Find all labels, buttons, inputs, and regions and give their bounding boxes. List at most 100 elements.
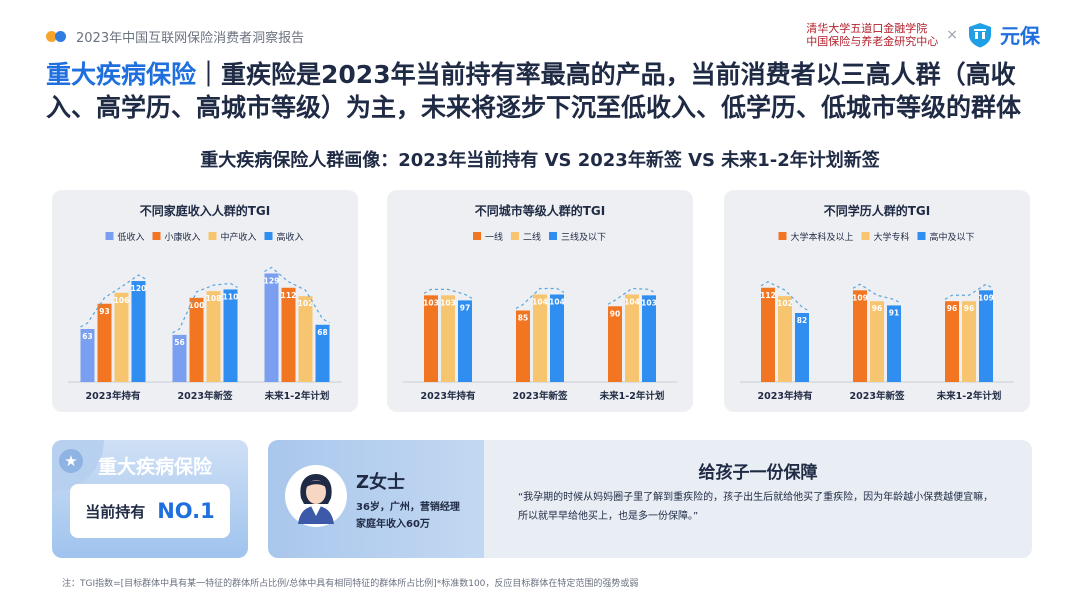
bar-value-label: 104 (532, 297, 548, 306)
bar (608, 306, 622, 382)
bar (315, 324, 330, 382)
persona-card: Z女士 36岁，广州，营销经理 家庭年收入60万 给孩子一份保障 “我孕期的时候… (268, 440, 1032, 558)
chart-panel-city: 不同城市等级人群的TGI 一线 二线 三线及以下 103 103 97 2023年持有 85 10… (387, 190, 693, 412)
trend-dashed-line (423, 288, 473, 299)
trend-dashed-line (852, 283, 902, 304)
bar (516, 310, 530, 382)
category-label: 2023年持有 (421, 390, 476, 402)
legend-label: 二线 (523, 231, 541, 243)
legend-label: 大学专科 (874, 231, 910, 243)
legend-label: 小康收入 (165, 231, 201, 243)
bar (979, 290, 993, 382)
institute-line-2: 中国保险与养老金研究中心 (806, 34, 939, 48)
persona-quote: “我孕期的时候从妈妈圈子里了解到重疾险的，孩子出生后就给他买了重疾险，因为年龄越… (518, 492, 994, 522)
bar (189, 297, 204, 382)
category-label: 未来1-2年计划 (264, 390, 330, 402)
category-label: 2023年新签 (178, 390, 233, 402)
bar-value-label: 109 (852, 293, 868, 302)
bar-value-label: 103 (440, 298, 456, 307)
bar (424, 295, 438, 382)
legend-swatch (778, 232, 787, 240)
chart-title: 不同学历人群的TGI (824, 203, 931, 218)
bar-value-label: 102 (298, 299, 314, 308)
brand-dots-icon (46, 30, 68, 42)
persona-panel: Z女士 36岁，广州，营销经理 家庭年收入60万 (268, 440, 484, 558)
avatar-icon (285, 465, 347, 527)
category-label: 未来1-2年计划 (936, 390, 1002, 402)
bar (887, 305, 901, 382)
category-label: 未来1-2年计划 (599, 390, 665, 402)
bar (298, 296, 313, 382)
bar (441, 295, 455, 382)
bar (761, 287, 775, 382)
page-headline: 重大疾病保险｜重疾险是2023年当前持有率最高的产品，当前消费者以三高人群（高收… (46, 58, 1041, 124)
bar (870, 301, 884, 382)
bar (223, 289, 238, 382)
star-icon: ★ (59, 449, 83, 473)
institute-line-1: 清华大学五道口金融学院 (806, 21, 928, 35)
bar (642, 295, 656, 382)
category-label: 2023年持有 (86, 390, 141, 402)
section-subtitle: 重大疾病保险人群画像：2023年当前持有 VS 2023年新签 VS 未来1-2… (200, 150, 880, 171)
trend-dashed-line (80, 274, 146, 328)
persona-info-2: 家庭年收入60万 (356, 519, 430, 530)
persona-info-1: 36岁，广州，营销经理 (356, 502, 460, 513)
bar-value-label: 103 (423, 298, 439, 307)
bar (97, 303, 112, 382)
legend-label: 三线及以下 (561, 231, 606, 243)
highlight-title: 重大疾病保险 (98, 456, 213, 478)
report-title: 2023年中国互联网保险消费者洞察报告 (76, 30, 305, 46)
bar (458, 300, 472, 382)
bar (962, 301, 976, 382)
trend-dashed-line (172, 282, 238, 334)
bar-value-label: 82 (797, 316, 807, 325)
bar (114, 292, 129, 382)
legend-swatch (152, 232, 161, 240)
institute-logo-text: 清华大学五道口金融学院 中国保险与养老金研究中心 (806, 22, 938, 48)
highlight-card: ★ 重大疾病保险 当前持有 NO.1 (52, 440, 248, 558)
chart-title: 不同城市等级人群的TGI (475, 203, 606, 218)
bar-value-label: 106 (114, 296, 130, 305)
highlight-label: 当前持有 (85, 502, 146, 521)
legend-swatch (105, 232, 114, 240)
bar (172, 334, 187, 382)
chart-panel-income: 不同家庭收入人群的TGI 低收入 小康收入 中产收入 高收入 63 93 106 120 2023… (52, 190, 358, 412)
bar-value-label: 90 (610, 309, 620, 318)
bar-value-label: 97 (460, 303, 470, 312)
bar (550, 294, 564, 382)
legend-label: 大学本科及以上 (791, 231, 854, 243)
bar (778, 296, 792, 382)
category-label: 2023年新签 (513, 390, 568, 402)
bar-value-label: 108 (206, 294, 222, 303)
bar-value-label: 85 (518, 313, 528, 322)
bar-value-label: 112 (281, 291, 297, 300)
legend-swatch (917, 232, 926, 240)
bar (625, 294, 639, 382)
bar-value-label: 109 (978, 293, 994, 302)
bar (264, 273, 279, 382)
bar-value-label: 110 (223, 292, 239, 301)
highlight-value: NO.1 (157, 499, 215, 523)
legend-label: 中产收入 (221, 231, 257, 243)
bar (131, 281, 146, 382)
chart-title: 不同家庭收入人群的TGI (140, 203, 271, 218)
bar (80, 328, 95, 382)
bar-value-label: 91 (889, 308, 899, 317)
footnote: 注：TGI指数=[目标群体中具有某一特征的群体所占比例/总体中具有相同特征的群体… (62, 579, 639, 589)
bar (206, 291, 221, 382)
bar-value-label: 112 (760, 291, 776, 300)
bar-value-label: 63 (82, 332, 92, 341)
report-header: 2023年中国互联网保险消费者洞察报告 (46, 26, 304, 46)
brand-name: 元保 (1000, 24, 1040, 48)
legend-label: 高中及以下 (930, 231, 975, 243)
legend-swatch (208, 232, 217, 240)
bar-value-label: 96 (947, 304, 957, 313)
legend-swatch (511, 232, 519, 240)
bar-value-label: 129 (264, 276, 280, 285)
bar-value-label: 120 (131, 284, 147, 293)
bar (281, 287, 296, 382)
persona-name: Z女士 (356, 472, 406, 493)
